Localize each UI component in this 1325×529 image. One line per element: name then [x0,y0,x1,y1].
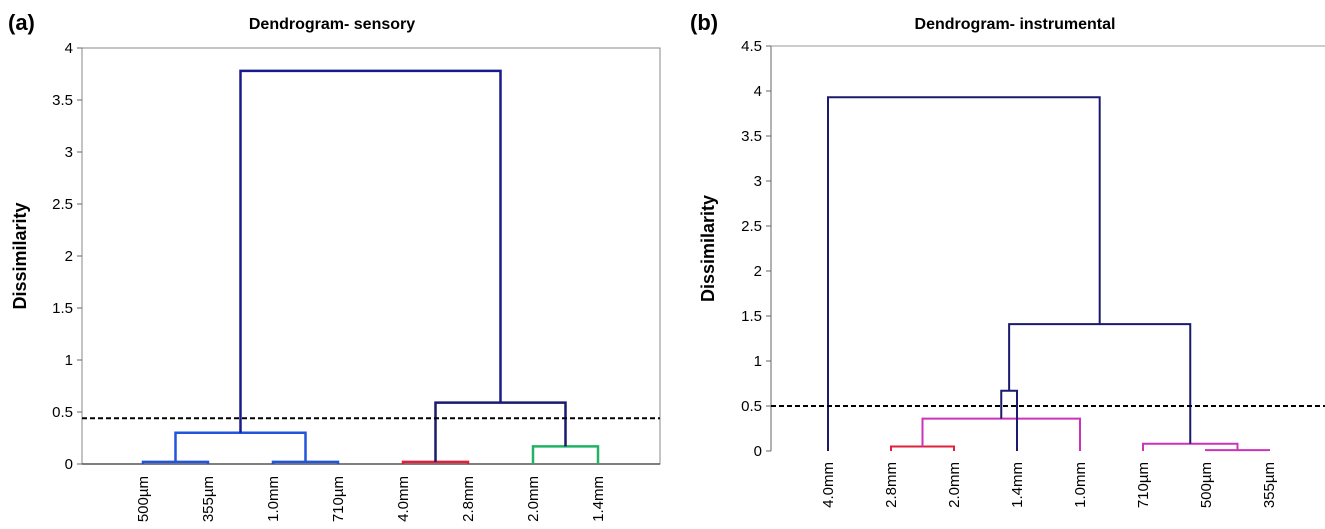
y-tick-label: 2 [754,263,762,280]
y-tick-label: 1.5 [52,300,73,317]
y-tick-label: 3 [754,173,762,190]
panel-a: (a) Dendrogram- sensory 0 0.5 1 1.5 2 2.5 3 3.5… [0,0,662,529]
y-axis-label: Dissimilarity [698,195,718,302]
dendrogram-chart: 0 0.5 1 1.5 2 2.5 3 3.5 4 Dissimilarity 500µm 355µm… [10,40,661,522]
leaf-label: 1.0mm [265,476,282,522]
y-tick-label: 4 [65,40,73,57]
y-tick-label: 0 [65,456,73,473]
panel-letter: (a) [8,10,35,35]
y-tick-label: 3.5 [52,92,73,109]
leaf-label: 1.4mm [590,476,607,522]
leaf-label: 2.0mm [525,476,542,522]
y-axis-label: Dissimilarity [10,202,30,309]
leaf-label: 2.8mm [460,476,477,522]
leaf-label: 4.0mm [820,462,837,508]
dendrogram-link [531,445,600,464]
dendrogram-link [239,69,502,433]
leaf-label: 1.0mm [1072,462,1089,508]
y-tick-label: 2.5 [52,196,73,213]
plot-frame [81,47,661,465]
y-tick-label: 0 [754,443,762,460]
y-tick-label: 3.5 [741,128,762,145]
y-tick-label: 4 [754,83,762,100]
leaf-label: 355µm [200,476,217,522]
y-tick-label: 0.5 [52,404,73,421]
dendrogram-link [1008,323,1192,444]
leaf-label: 1.4mm [1009,462,1026,508]
dendrogram-link [890,445,955,451]
dendrogram-link [1000,389,1018,451]
dendrogram-chart: 0 0.5 1 1.5 2 2.5 3 3.5 4 4.5 Dissimilarity 4.0mm 2.… [698,38,1325,508]
leaf-label: 710µm [1135,462,1152,508]
leaf-label: 500µm [1198,462,1215,508]
leaf-label: 710µm [330,476,347,522]
y-tick-label: 2 [65,248,73,265]
dendrogram-link [827,96,1101,451]
panel-b: (b) Dendrogram- instrumental 0 0.5 1 1.5 2 2.… [662,0,1325,529]
leaf-label: 4.0mm [395,476,412,522]
leaf-label: 500µm [135,476,152,522]
chart-title: Dendrogram- sensory [248,16,416,33]
chart-title: Dendrogram- instrumental [914,16,1116,33]
y-tick-label: 4.5 [741,38,762,55]
dendrogram-link [174,431,307,462]
leaf-label: 355µm [1261,462,1278,508]
y-tick-label: 2.5 [741,218,762,235]
panel-letter: (b) [690,10,719,35]
dendrogram-link [434,401,567,462]
y-tick-label: 3 [65,144,73,161]
dendrogram-link [1205,449,1270,452]
leaf-label: 2.0mm [946,462,963,508]
y-tick-label: 1.5 [741,308,762,325]
leaf-label: 2.8mm [883,462,900,508]
y-tick-label: 1 [754,353,762,370]
y-tick-label: 1 [65,352,73,369]
y-tick-label: 0.5 [741,398,762,415]
